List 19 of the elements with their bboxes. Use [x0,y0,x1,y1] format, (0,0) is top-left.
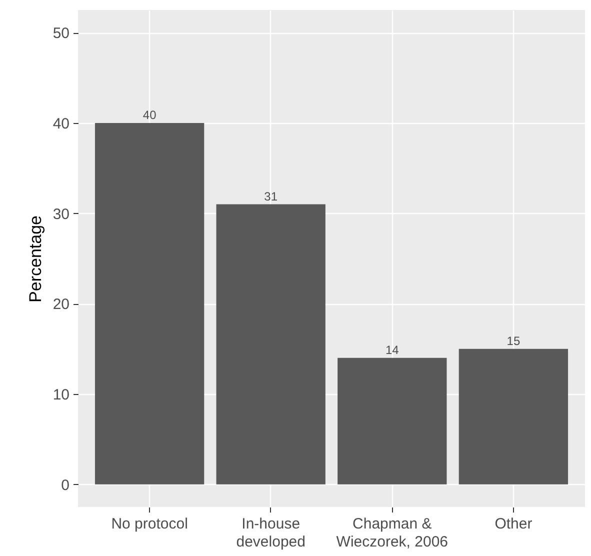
bar [338,358,447,484]
x-tick-label: Chapman & Wieczorek, 2006 [336,516,448,550]
data-label: 40 [142,108,157,122]
y-tick-label: 10 [52,386,70,404]
x-tick-label: In-house developed [236,516,306,550]
bar [216,204,326,484]
x-tick-label: Other [494,516,532,532]
bar [94,122,204,484]
y-tick-label: 30 [52,206,70,223]
x-tick-label: No protocol [111,516,188,532]
data-label: 31 [264,189,278,204]
bar [458,348,568,484]
y-tick-label: 50 [52,25,70,42]
y-tick-label: 20 [52,296,70,314]
y-axis-title: Percentage [26,216,45,302]
y-tick-label: 0 [61,476,70,494]
y-tick-label: 40 [52,115,70,132]
data-label: 14 [385,342,400,357]
data-label: 15 [506,334,520,348]
